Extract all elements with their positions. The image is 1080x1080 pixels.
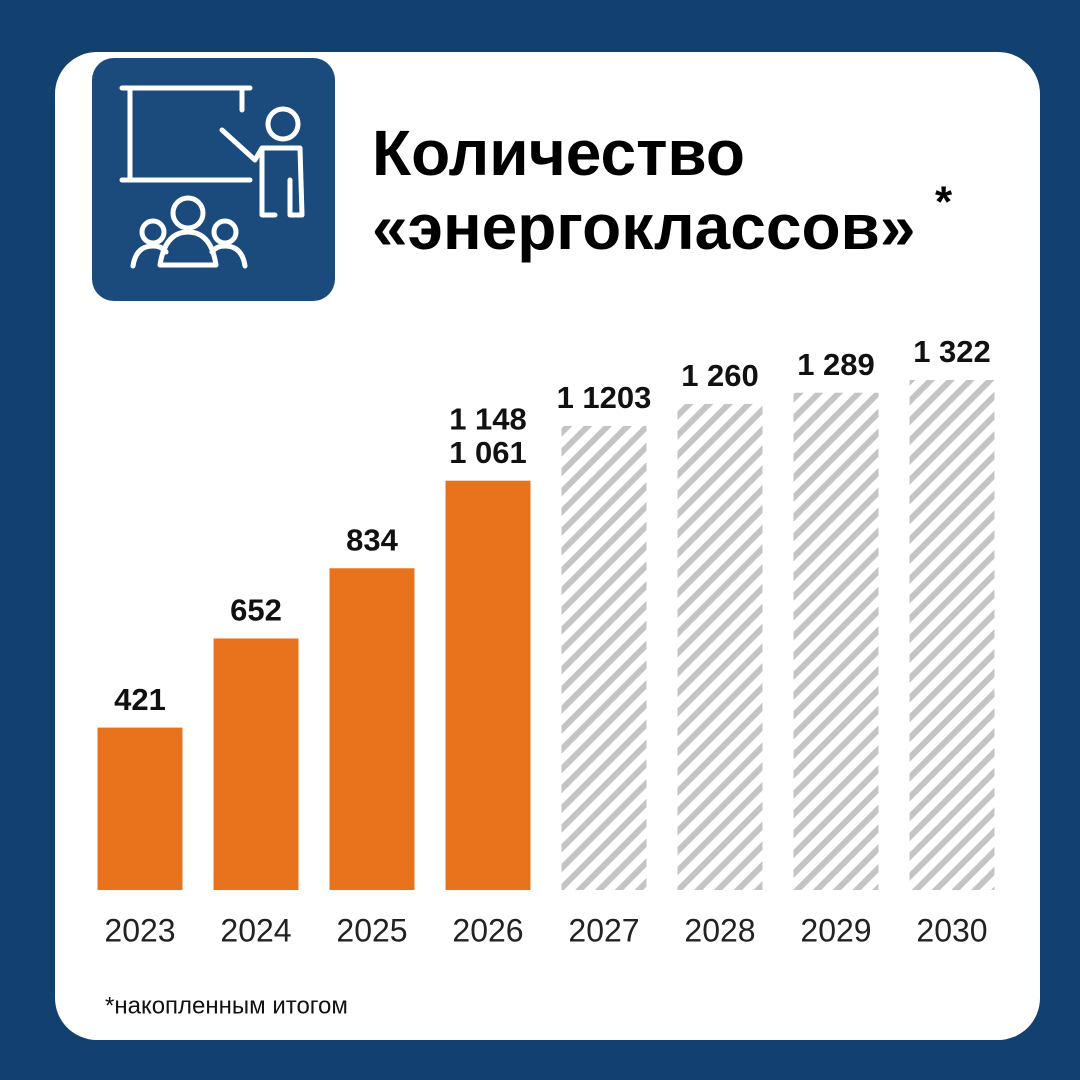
x-tick-label: 2025 bbox=[336, 912, 407, 948]
title-line: «энергоклассов» bbox=[372, 191, 915, 263]
icon bbox=[92, 58, 335, 301]
value-label: 834 bbox=[346, 522, 398, 557]
bar bbox=[793, 392, 879, 890]
value-label: 421 bbox=[114, 682, 166, 717]
value-label: 1 1203 bbox=[557, 380, 652, 415]
x-tick-label: 2026 bbox=[452, 912, 523, 948]
title-line: Количество bbox=[372, 117, 745, 189]
value-label: 652 bbox=[230, 593, 282, 628]
x-tick-label: 2028 bbox=[684, 912, 755, 948]
bar bbox=[97, 727, 183, 890]
footnote: *накопленным итогом bbox=[105, 992, 348, 1019]
x-tick-label: 2029 bbox=[800, 912, 871, 948]
title-mark: * bbox=[935, 178, 953, 227]
bar bbox=[677, 403, 763, 890]
x-tick-label: 2024 bbox=[220, 912, 291, 948]
bar bbox=[445, 480, 531, 890]
value-label: 1 322 bbox=[913, 334, 991, 369]
x-tick-label: 2023 bbox=[104, 912, 175, 948]
value-label: 1 148 bbox=[449, 401, 527, 436]
bar bbox=[909, 380, 995, 890]
value-label: 1 061 bbox=[449, 435, 527, 470]
bar bbox=[561, 425, 647, 890]
bar bbox=[213, 638, 299, 890]
bar bbox=[329, 568, 415, 890]
x-tick-label: 2027 bbox=[568, 912, 639, 948]
x-tick-label: 2030 bbox=[916, 912, 987, 948]
value-label: 1 289 bbox=[797, 347, 875, 382]
value-label: 1 260 bbox=[681, 358, 759, 393]
